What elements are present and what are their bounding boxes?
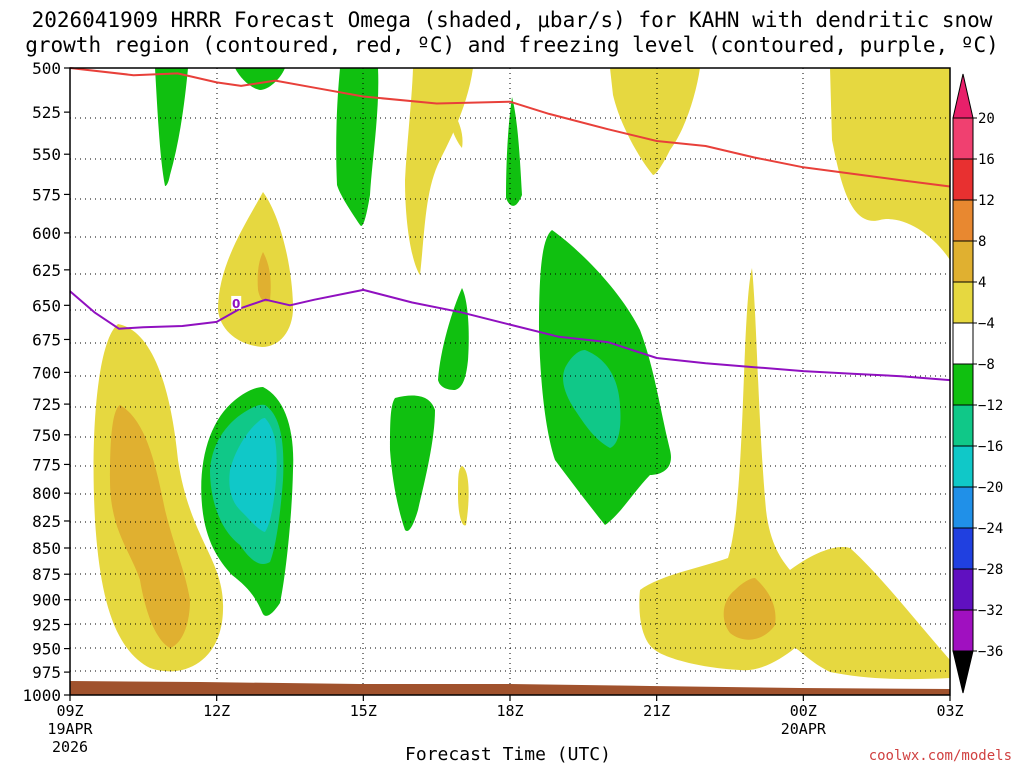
chart-title-line-1: 2026041909 HRRR Forecast Omega (shaded, … bbox=[31, 8, 993, 32]
y-tick-label: 550 bbox=[32, 145, 61, 164]
y-tick-label: 575 bbox=[32, 185, 61, 204]
colorbar-label: −4 bbox=[978, 316, 995, 332]
colorbar-swatch bbox=[952, 445, 974, 488]
y-tick-label: 900 bbox=[32, 591, 61, 610]
colorbar-label: 20 bbox=[978, 111, 995, 127]
colorbar-swatch bbox=[952, 527, 974, 570]
x-axis-label: Forecast Time (UTC) bbox=[405, 744, 611, 765]
x-tick-label: 15Z bbox=[350, 702, 377, 720]
colorbar-swatch bbox=[952, 363, 974, 406]
colorbar-swatch bbox=[952, 199, 974, 242]
colorbar-label: −8 bbox=[978, 357, 995, 373]
omega-sink-core-13z-strong bbox=[229, 418, 277, 532]
x-tick-label: 09Z bbox=[56, 702, 83, 720]
freezing-level-contour-label: 0 bbox=[232, 297, 240, 311]
colorbar-label: 12 bbox=[978, 193, 995, 209]
y-tick-label: 600 bbox=[32, 224, 61, 243]
colorbar-label: 16 bbox=[978, 152, 995, 168]
snow-growth-contour-line bbox=[69, 67, 951, 188]
x-tick-date-label: 19APR bbox=[47, 720, 93, 738]
omega-sink-core-20z bbox=[563, 350, 621, 448]
omega-core-23z bbox=[723, 578, 776, 640]
y-tick-label: 875 bbox=[32, 565, 61, 584]
colorbar-label: −28 bbox=[978, 562, 1003, 578]
y-tick-label: 725 bbox=[32, 395, 61, 414]
colorbar-swatch bbox=[952, 486, 974, 529]
colorbar-label: −36 bbox=[978, 644, 1003, 660]
y-tick-label: 950 bbox=[32, 640, 61, 659]
colorbar-label: −16 bbox=[978, 439, 1003, 455]
colorbar-swatch bbox=[952, 322, 974, 365]
colorbar-label: 4 bbox=[978, 275, 986, 291]
colorbar-label: −12 bbox=[978, 398, 1003, 414]
y-tick-label: 675 bbox=[32, 330, 61, 349]
colorbar-label: −24 bbox=[978, 521, 1003, 537]
contour-label-bg bbox=[231, 295, 242, 309]
contour-lines: 0 bbox=[69, 67, 951, 382]
colorbar-swatch bbox=[952, 240, 974, 283]
y-tick-label: 800 bbox=[32, 484, 61, 503]
ground-terrain bbox=[70, 681, 950, 695]
y-tick-label: 625 bbox=[32, 261, 61, 280]
x-tick-label: 12Z bbox=[203, 702, 230, 720]
omega-area-17z-small bbox=[458, 466, 469, 526]
colorbar-swatch bbox=[952, 609, 974, 652]
omega-area-01z-upper bbox=[830, 68, 950, 260]
colorbar-swatch bbox=[952, 568, 974, 611]
omega-sink-16z-mid bbox=[390, 395, 435, 531]
omega-sink-12z-upper bbox=[235, 68, 285, 90]
omega-core-13z bbox=[257, 252, 271, 302]
y-tick-label: 850 bbox=[32, 539, 61, 558]
credit-link[interactable]: coolwx.com/models bbox=[868, 748, 1012, 764]
x-tick-label: 03Z bbox=[936, 702, 963, 720]
colorbar-label: −32 bbox=[978, 603, 1003, 619]
x-tick-year-label: 2026 bbox=[52, 738, 88, 756]
omega-sink-17z-mid bbox=[438, 288, 469, 390]
y-tick-label: 700 bbox=[32, 363, 61, 382]
freezing-level-contour-line bbox=[69, 288, 951, 382]
omega-area-16z-cap bbox=[445, 100, 463, 148]
omega-area-21z-upper bbox=[610, 68, 700, 175]
omega-area-23z-plume bbox=[639, 268, 950, 680]
colorbar: 20 16 12 8 4 −4 −8 −12 −16 −20 −24 −28 −32 −36 bbox=[952, 73, 1003, 694]
colorbar-upper-extension bbox=[952, 73, 974, 119]
y-tick-label: 925 bbox=[32, 615, 61, 634]
colorbar-swatch bbox=[952, 117, 974, 160]
omega-sink-15z-upper bbox=[336, 68, 379, 226]
y-tick-label: 1000 bbox=[22, 686, 61, 705]
y-tick-label: 500 bbox=[32, 59, 61, 78]
y-tick-label: 525 bbox=[32, 103, 61, 122]
x-tick-label: 00Z bbox=[790, 702, 817, 720]
y-tick-label: 750 bbox=[32, 426, 61, 445]
y-tick-label: 825 bbox=[32, 512, 61, 531]
x-tick-date-label: 20APR bbox=[781, 720, 827, 738]
y-tick-label: 775 bbox=[32, 455, 61, 474]
colorbar-lower-extension bbox=[952, 650, 974, 694]
colorbar-label: −20 bbox=[978, 480, 1003, 496]
colorbar-swatch bbox=[952, 158, 974, 201]
chart-title-line-2: growth region (contoured, red, ºC) and f… bbox=[25, 33, 999, 57]
omega-sink-10z-upper bbox=[155, 68, 188, 186]
x-tick-label: 18Z bbox=[496, 702, 523, 720]
colorbar-swatch bbox=[952, 281, 974, 324]
colorbar-label: 8 bbox=[978, 234, 986, 250]
y-axis-ticks: 500 525 550 575 600 625 650 675 700 725 750 775 800 8… bbox=[22, 59, 70, 705]
y-tick-label: 975 bbox=[32, 663, 61, 682]
y-tick-label: 650 bbox=[32, 296, 61, 315]
colorbar-swatch bbox=[952, 404, 974, 447]
x-tick-label: 21Z bbox=[643, 702, 670, 720]
